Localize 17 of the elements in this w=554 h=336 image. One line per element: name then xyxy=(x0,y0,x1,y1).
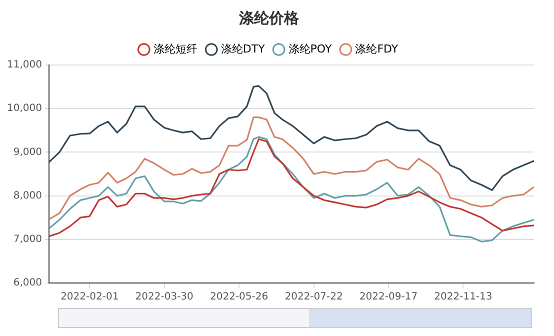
legend-label: 涤纶FDY xyxy=(355,42,398,56)
x-tick-label: 2022-05-26 xyxy=(210,292,268,303)
y-tick-label: 9,000 xyxy=(13,146,42,158)
y-tick-label: 10,000 xyxy=(6,103,42,114)
y-tick-label: 6,000 xyxy=(13,278,42,289)
x-tick-label: 2022-07-22 xyxy=(284,292,343,303)
legend-label: 涤纶POY xyxy=(288,42,332,56)
x-tick-label: 2022-09-17 xyxy=(359,292,418,303)
y-tick-label: 7,000 xyxy=(13,234,42,245)
x-tick-label: 2022-11-13 xyxy=(434,292,492,303)
x-tick-label: 2022-02-01 xyxy=(60,292,119,303)
y-tick-label: 8,000 xyxy=(13,190,42,202)
legend-label: 涤纶短纤 xyxy=(153,42,198,56)
x-tick-label: 2022-03-30 xyxy=(135,292,194,303)
legend-label: 涤纶DTY xyxy=(220,42,266,56)
chart-title: 涤纶价格 xyxy=(238,8,300,27)
y-tick-label: 11,000 xyxy=(6,60,42,71)
